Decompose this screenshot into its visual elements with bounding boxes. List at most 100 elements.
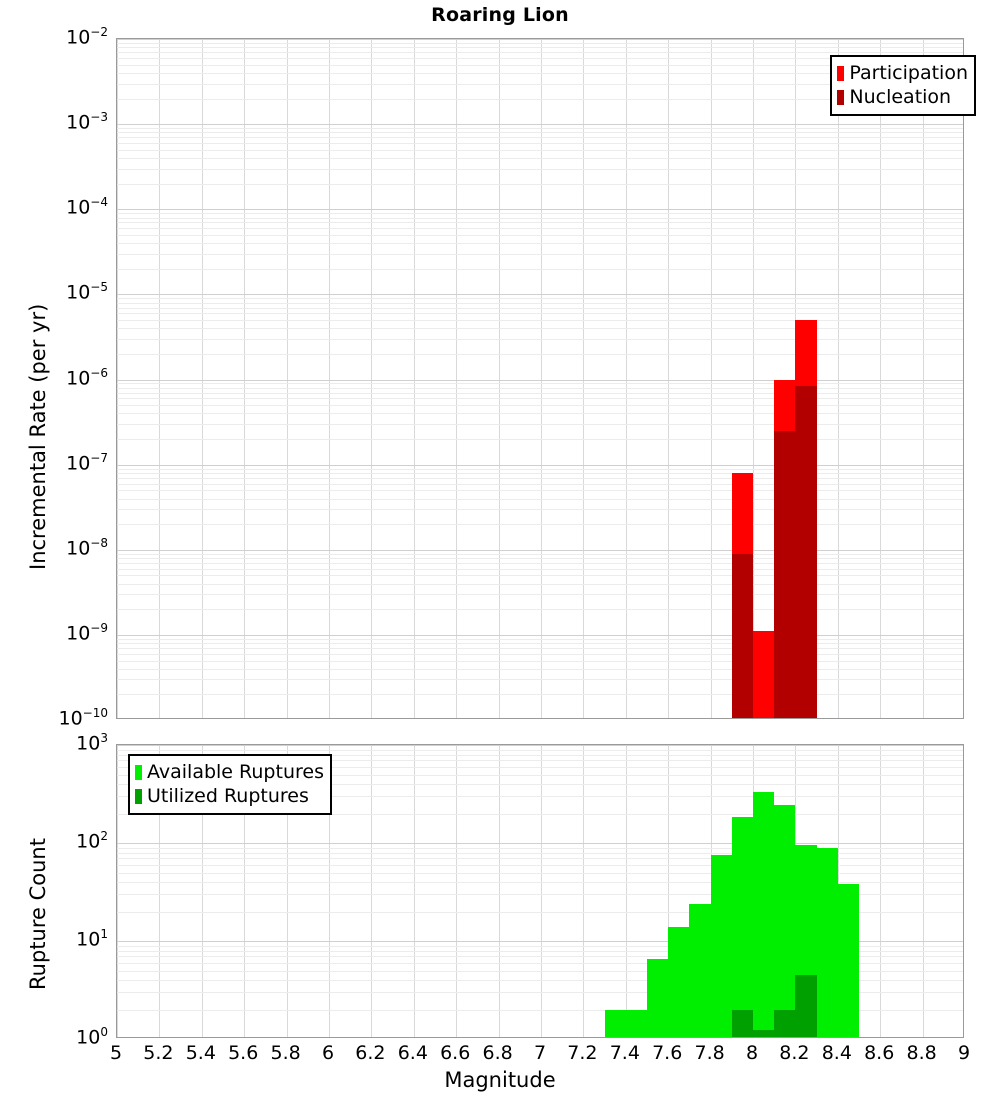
x-tick-label: 7.4 [609, 1042, 640, 1064]
x-tick-label: 6.6 [440, 1042, 471, 1064]
bar-utilized [774, 1009, 796, 1037]
x-tick-label: 9 [957, 1042, 971, 1064]
gridline-horizontal [117, 653, 963, 655]
gridline-horizontal [117, 575, 963, 577]
x-tick-label: 6.8 [482, 1042, 513, 1064]
gridline-horizontal [117, 42, 963, 44]
gridline-horizontal [117, 754, 963, 756]
gridline-horizontal [117, 294, 963, 296]
y-tick-label: 100 [76, 1025, 108, 1049]
y-tick-label: 10−8 [66, 535, 108, 560]
gridline-horizontal [117, 353, 963, 355]
gridline-horizontal [117, 328, 963, 330]
gridline-horizontal [117, 864, 963, 866]
bar-available [625, 1009, 647, 1037]
gridline-horizontal [117, 490, 963, 492]
y-tick-label: 10−2 [66, 25, 108, 49]
gridline-horizontal [117, 477, 963, 479]
gridline-horizontal [117, 568, 963, 570]
gridline-vertical [583, 745, 585, 1037]
gridline-horizontal [117, 379, 963, 381]
bar-utilized [795, 975, 817, 1037]
bar-available [668, 926, 690, 1037]
gridline-horizontal [117, 760, 963, 762]
bar-available [731, 816, 753, 1037]
gridline-vertical [583, 39, 585, 718]
legend-swatch-icon [135, 764, 142, 780]
bar-available [710, 854, 732, 1037]
gridline-horizontal [117, 498, 963, 500]
gridline-horizontal [117, 858, 963, 860]
gridline-horizontal [117, 143, 963, 144]
gridline-horizontal [117, 439, 963, 440]
gridline-horizontal [117, 228, 963, 230]
y-tick-label: 101 [76, 927, 108, 951]
gridline-horizontal [117, 183, 963, 185]
gridline-vertical [286, 745, 288, 1037]
gridline-horizontal [117, 98, 963, 100]
gridline-horizontal [117, 749, 963, 751]
gridline-vertical [625, 39, 627, 718]
gridline-horizontal [117, 149, 963, 151]
gridline-horizontal [117, 302, 963, 304]
gridline-vertical [498, 39, 500, 718]
gridline-horizontal [117, 209, 963, 211]
legend-label: Nucleation [849, 85, 952, 108]
gridline-vertical [159, 39, 161, 718]
gridline-horizontal [117, 464, 963, 466]
gridline-horizontal [117, 643, 963, 645]
gridline-horizontal [117, 911, 963, 913]
top-plot-area [117, 39, 963, 718]
gridline-horizontal [117, 83, 963, 85]
y-tick-label: 10−3 [66, 110, 108, 134]
bar-nucleation [774, 430, 796, 718]
gridline-horizontal [117, 217, 963, 219]
gridline-vertical [371, 745, 373, 1037]
bar-utilized [731, 1009, 753, 1037]
gridline-vertical [329, 745, 330, 1037]
bar-available [774, 804, 796, 1037]
gridline-horizontal [117, 950, 963, 952]
x-tick-label: 5.8 [270, 1042, 301, 1064]
x-tick-label: 6.4 [397, 1042, 428, 1064]
gridline-vertical [668, 39, 670, 718]
y-tick-label: 10−6 [66, 365, 108, 389]
gridline-horizontal [117, 524, 963, 526]
bottom-y-axis-label: Rupture Count [26, 838, 50, 990]
gridline-horizontal [117, 648, 963, 650]
gridline-vertical [413, 745, 415, 1037]
legend-label: Utilized Ruptures [147, 784, 309, 807]
gridline-vertical [922, 39, 924, 718]
gridline-horizontal [117, 894, 963, 896]
gridline-horizontal [117, 553, 963, 555]
top-legend: Participation Nucleation [830, 55, 976, 116]
gridline-vertical [371, 39, 373, 718]
y-tick-label: 102 [76, 829, 108, 853]
bar-available [816, 847, 838, 1037]
gridline-horizontal [117, 124, 963, 126]
gridline-horizontal [117, 847, 963, 849]
legend-item: Participation [837, 61, 968, 85]
x-tick-label: 8 [745, 1042, 759, 1064]
gridline-vertical [456, 39, 458, 718]
gridline-horizontal [117, 962, 963, 964]
gridline-horizontal [117, 558, 963, 559]
gridline-horizontal [117, 137, 963, 139]
x-tick-label: 5.2 [143, 1042, 174, 1064]
gridline-horizontal [117, 413, 963, 415]
x-tick-label: 7.2 [567, 1042, 598, 1064]
gridline-horizontal [117, 472, 963, 474]
bar-available [753, 792, 775, 1037]
gridline-horizontal [117, 583, 963, 585]
gridline-horizontal [117, 392, 963, 394]
gridline-horizontal [117, 72, 963, 74]
gridline-horizontal [117, 970, 963, 972]
gridline-vertical [244, 39, 246, 718]
gridline-horizontal [117, 234, 963, 236]
gridline-horizontal [117, 549, 963, 551]
gridline-horizontal [117, 222, 963, 224]
gridline-horizontal [117, 213, 963, 215]
gridline-horizontal [117, 320, 963, 321]
gridline-horizontal [117, 307, 963, 309]
gridline-horizontal [117, 483, 963, 485]
